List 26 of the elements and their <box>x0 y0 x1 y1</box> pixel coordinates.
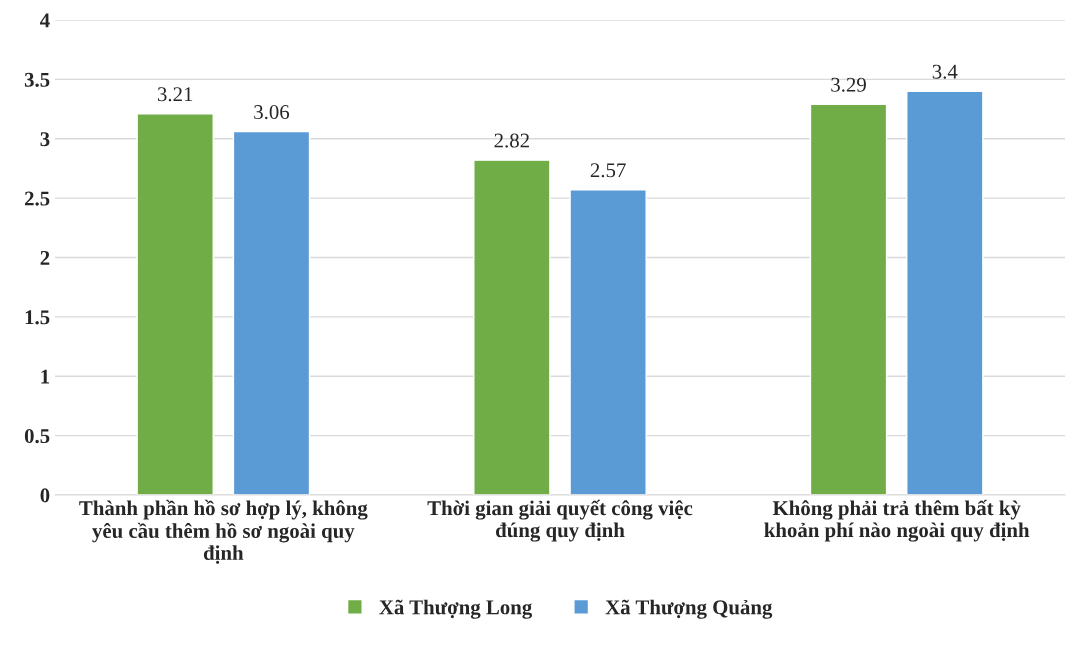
bar <box>136 113 214 495</box>
y-tick-label: 4 <box>40 13 50 28</box>
y-tick-label: 2 <box>40 250 50 265</box>
data-label: 3.06 <box>254 105 290 120</box>
y-tick-label: 1 <box>41 369 50 384</box>
y-tick-label: 1.5 <box>25 310 50 325</box>
y-tick-label: 0.5 <box>24 429 50 444</box>
x-tick-label: Thời gian giải quyết công việc đúng quy định <box>427 499 693 542</box>
y-tick-label: 3 <box>40 132 50 147</box>
y-tick-label: 2.5 <box>24 191 50 206</box>
bar <box>906 90 984 495</box>
data-label: 2.82 <box>494 133 529 148</box>
bar <box>569 189 647 495</box>
bar <box>232 130 311 495</box>
legend-label: Xã Thượng Long <box>379 599 533 619</box>
data-label: 3.21 <box>157 87 193 102</box>
data-label: 3.29 <box>831 77 866 92</box>
bar <box>809 103 888 495</box>
y-tick-label: 3.5 <box>24 72 50 87</box>
bar <box>473 159 551 495</box>
x-tick-label: Thành phần hồ sơ hợp lý, không yêu cầu thêm hồ sơ ngoài quy định <box>79 499 368 564</box>
data-label: 3.4 <box>932 64 958 79</box>
y-tick-label: 0 <box>40 488 50 503</box>
data-label: 2.57 <box>590 163 626 178</box>
legend-label: Xã Thượng Quảng <box>605 599 773 619</box>
x-tick-label: Không phải trả thêm bất kỳ khoản phí nào ngoài quy định <box>764 499 1030 542</box>
